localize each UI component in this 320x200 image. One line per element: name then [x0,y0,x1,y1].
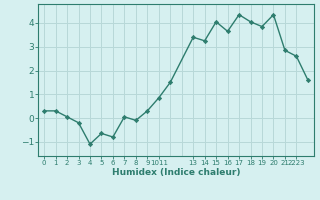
X-axis label: Humidex (Indice chaleur): Humidex (Indice chaleur) [112,168,240,177]
